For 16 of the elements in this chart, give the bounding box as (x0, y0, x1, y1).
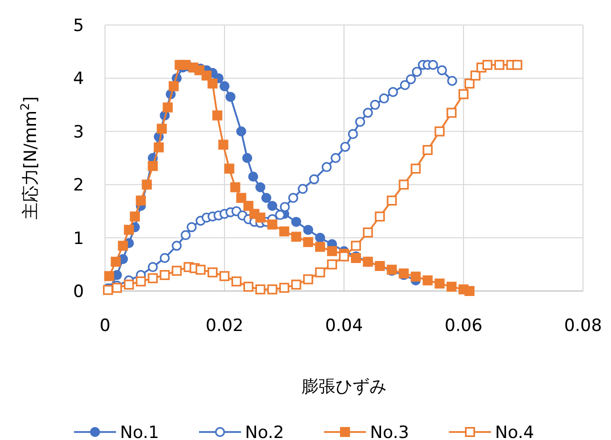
x-tick-label: 0 (100, 316, 110, 336)
y-tick-label: 2 (73, 176, 84, 196)
y-tick-label: 4 (73, 69, 84, 90)
y-tick-label: 1 (73, 228, 84, 249)
legend-label: No.2 (245, 423, 284, 440)
y-tick-label: 3 (73, 122, 84, 142)
x-tick-label: 0.02 (206, 316, 244, 336)
x-tick-label: 0.06 (444, 316, 482, 336)
y-tick-label: 5 (73, 16, 84, 36)
legend-label: No.4 (495, 423, 534, 440)
legend-label: No.3 (370, 423, 410, 440)
y-tick-label: 0 (73, 282, 84, 302)
x-axis-title: 膨張ひずみ (302, 377, 386, 397)
legend-label: No.1 (120, 423, 160, 440)
x-tick-label: 0.04 (325, 316, 363, 336)
x-tick-label: 0.08 (564, 316, 602, 336)
